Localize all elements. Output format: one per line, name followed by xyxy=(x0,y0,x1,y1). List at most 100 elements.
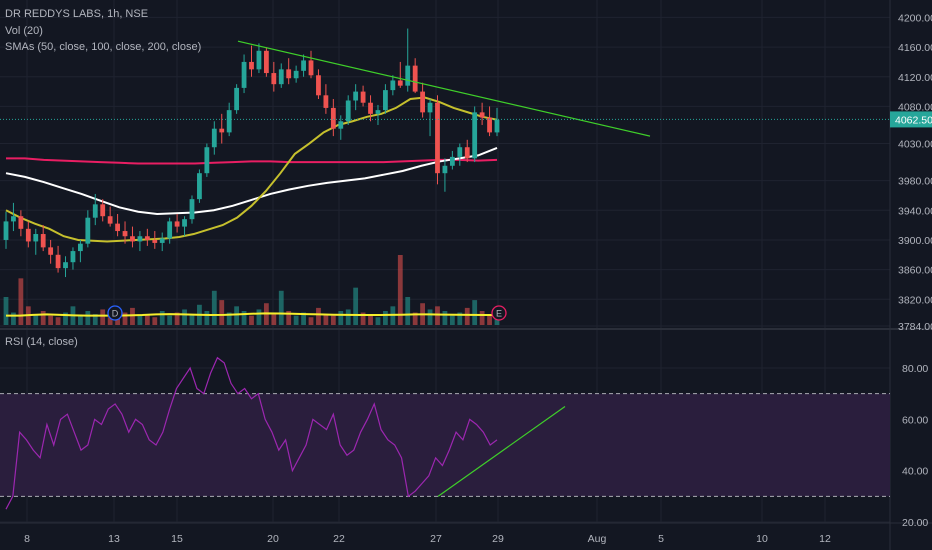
price-tick-label: 3980.00 xyxy=(898,176,932,188)
candle-body xyxy=(435,102,440,174)
candle-body xyxy=(3,221,9,240)
volume-bar xyxy=(301,312,306,325)
x-tick-label: 20 xyxy=(267,533,279,545)
volume-bar xyxy=(100,309,106,325)
candle-body xyxy=(174,221,180,227)
candle-body xyxy=(130,236,135,242)
price-tick-label: 4080.00 xyxy=(898,101,932,113)
volume-bar xyxy=(144,314,150,325)
volume-bar xyxy=(40,311,46,325)
candle-body xyxy=(308,60,314,76)
x-tick-label: 29 xyxy=(492,533,504,545)
volume-bar xyxy=(479,311,485,325)
volume-bar xyxy=(330,315,336,325)
volume-bar xyxy=(271,314,277,325)
candle-body xyxy=(338,121,344,129)
candle-body xyxy=(159,238,165,243)
volume-bar xyxy=(11,312,16,325)
sma100-line xyxy=(5,147,498,215)
candle-body xyxy=(63,262,68,269)
candle-body xyxy=(345,100,351,122)
candle-body xyxy=(219,128,225,133)
candle-body xyxy=(226,110,232,133)
candle-body xyxy=(316,75,321,96)
x-tick-label: 12 xyxy=(819,533,831,545)
candle-body xyxy=(182,219,187,227)
sma200-line xyxy=(6,157,498,165)
last-price-label: 4062.50 xyxy=(895,114,932,126)
volume-bar xyxy=(63,312,68,325)
volume-bar xyxy=(487,314,492,325)
rsi-line xyxy=(5,356,498,510)
volume-bar xyxy=(435,306,440,325)
candle-body xyxy=(107,216,113,224)
volume-bar xyxy=(256,309,262,325)
price-tick-label: 4160.00 xyxy=(898,42,932,54)
candle-body xyxy=(77,243,83,252)
volume-bar xyxy=(167,315,173,325)
volume-bar xyxy=(293,315,299,325)
x-tick-label: 5 xyxy=(658,533,664,545)
candle-body xyxy=(464,147,470,159)
volume-bar xyxy=(234,306,240,325)
price-trendline xyxy=(237,40,651,137)
candle-body xyxy=(397,80,403,86)
volume-bar xyxy=(48,315,54,325)
candle-body xyxy=(301,60,306,71)
volume-bar xyxy=(338,311,344,325)
candle-body xyxy=(85,217,91,244)
volume-bar xyxy=(189,314,195,325)
event-marker xyxy=(107,305,123,321)
candle-body xyxy=(449,156,455,166)
event-marker xyxy=(491,305,507,321)
volume-bar xyxy=(375,317,381,325)
price-tick-label: 4200.00 xyxy=(898,12,932,24)
candle-body xyxy=(18,216,24,229)
candle-body xyxy=(234,87,240,111)
x-tick-label: 13 xyxy=(108,533,120,545)
volume-bar xyxy=(241,311,247,325)
rsi-tick-label: 40.00 xyxy=(902,466,928,478)
candle-body xyxy=(100,204,106,217)
x-tick-label: 15 xyxy=(171,533,183,545)
candle-body xyxy=(360,91,366,103)
candle-body xyxy=(330,107,336,129)
candle-body xyxy=(249,61,254,70)
volume-bar xyxy=(122,312,128,325)
price-tick-label: 3784.00 xyxy=(898,321,932,333)
volume-bar xyxy=(85,311,91,325)
price-tick-label: 4120.00 xyxy=(898,72,932,84)
volume-bar xyxy=(345,309,351,325)
candle-body xyxy=(144,236,150,240)
candle-body xyxy=(390,80,396,91)
rsi-legend: RSI (14, close) xyxy=(5,336,78,348)
candle-body xyxy=(293,70,299,79)
last-price-badge xyxy=(890,111,932,128)
candle-body xyxy=(152,239,158,243)
rsi-trendline xyxy=(437,406,566,497)
symbol-legend: DR REDDYS LABS, 1h, NSE xyxy=(5,8,149,20)
candle-body xyxy=(204,147,210,174)
volume-bar xyxy=(397,255,403,325)
candle-body xyxy=(256,50,262,70)
price-tick-label: 3900.00 xyxy=(898,235,932,247)
candle-body xyxy=(48,247,54,255)
volume-bar xyxy=(383,311,388,325)
candle-body xyxy=(92,204,98,218)
volume-bar xyxy=(316,307,321,325)
volume-bar xyxy=(33,314,39,325)
candle-body xyxy=(189,199,195,220)
x-tick-label: 10 xyxy=(756,533,768,545)
candle-body xyxy=(479,112,485,118)
volume-bar xyxy=(204,311,210,325)
candle-body xyxy=(122,231,128,237)
volume-bar xyxy=(219,300,225,325)
candle-body xyxy=(457,147,463,157)
candle-body xyxy=(412,65,418,92)
volume-bar xyxy=(449,315,455,325)
x-tick-label: 8 xyxy=(24,533,30,545)
volume-bar xyxy=(152,317,158,325)
candle-body xyxy=(241,61,247,88)
rsi-tick-label: 20.00 xyxy=(902,517,928,529)
